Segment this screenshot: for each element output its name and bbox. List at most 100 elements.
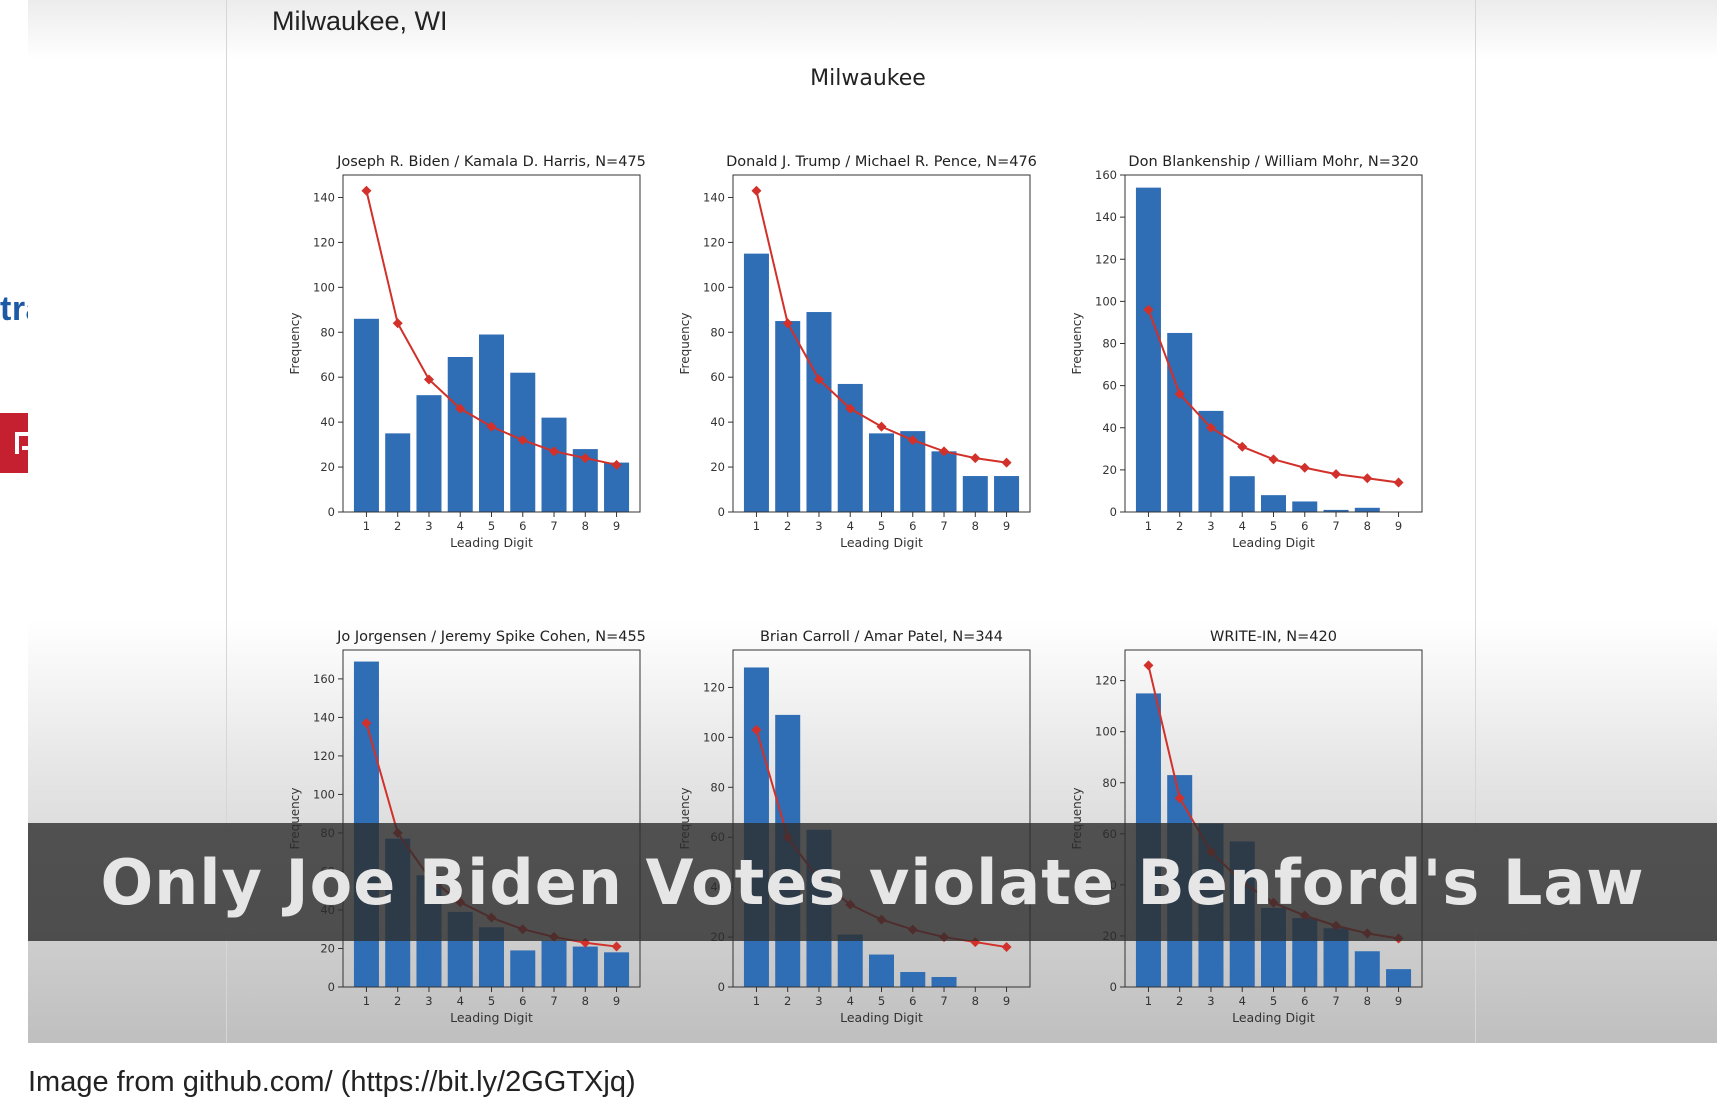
x-tick-label: 7: [550, 519, 557, 533]
bar: [510, 950, 536, 987]
expected-point: [813, 374, 824, 385]
x-axis-label: Leading Digit: [1232, 1010, 1315, 1025]
expected-point: [1174, 793, 1185, 804]
plot-frame: [732, 649, 1031, 988]
x-tick-label: 1: [753, 994, 760, 1008]
bar: [1135, 187, 1161, 512]
x-tick-label: 5: [878, 519, 885, 533]
x-axis-label: Leading Digit: [840, 535, 923, 550]
y-tick-label: 120: [313, 749, 335, 763]
x-tick-label: 5: [488, 519, 495, 533]
x-tick-label: 1: [753, 519, 760, 533]
document-border-left: [226, 0, 227, 1043]
x-tick-label: 3: [425, 519, 432, 533]
y-tick-label: 140: [313, 710, 335, 724]
expected-point: [1143, 660, 1154, 671]
expected-point: [580, 453, 591, 464]
y-tick-label: 100: [1095, 725, 1117, 739]
expected-point: [845, 403, 856, 414]
x-tick-label: 1: [363, 519, 370, 533]
chart-title: Joseph R. Biden / Kamala D. Harris, N=47…: [336, 154, 646, 170]
y-tick-label: 0: [1110, 505, 1117, 519]
x-tick-label: 3: [1207, 519, 1214, 533]
bar: [837, 934, 863, 987]
expected-point: [1331, 469, 1342, 480]
x-tick-label: 9: [1003, 994, 1010, 1008]
chart-title: Donald J. Trump / Michael R. Pence, N=47…: [726, 154, 1037, 170]
y-tick-label: 40: [710, 415, 725, 429]
x-tick-label: 3: [1207, 994, 1214, 1008]
y-tick-label: 80: [710, 780, 725, 794]
y-tick-label: 20: [710, 460, 725, 474]
banner-text: Only Joe Biden Votes violate Benford's L…: [100, 845, 1645, 919]
x-tick-label: 2: [784, 994, 791, 1008]
document-border-right: [1475, 0, 1476, 1043]
x-tick-label: 4: [847, 519, 854, 533]
expected-point: [751, 724, 762, 735]
chart-title: Don Blankenship / William Mohr, N=320: [1128, 154, 1418, 170]
x-tick-label: 7: [940, 994, 947, 1008]
x-tick-label: 9: [1395, 519, 1402, 533]
y-tick-label: 140: [703, 190, 725, 204]
x-axis-label: Leading Digit: [450, 1010, 533, 1025]
y-tick-label: 80: [1102, 337, 1117, 351]
bar: [447, 356, 473, 512]
bar: [931, 977, 957, 987]
x-tick-label: 8: [582, 519, 589, 533]
bar: [962, 476, 988, 512]
x-tick-label: 9: [1003, 519, 1010, 533]
image-caption: Image from github.com/ (https://bit.ly/2…: [28, 1066, 636, 1098]
expected-point: [939, 446, 950, 457]
x-tick-label: 5: [878, 994, 885, 1008]
plot-frame: [732, 174, 1031, 513]
expected-point: [611, 941, 622, 952]
expected-point: [1001, 457, 1012, 468]
x-tick-label: 2: [394, 994, 401, 1008]
bar: [1167, 332, 1193, 512]
x-axis-label: Leading Digit: [450, 535, 533, 550]
bar: [1323, 509, 1349, 512]
expected-point: [486, 421, 497, 432]
x-tick-label: 8: [972, 519, 979, 533]
x-tick-label: 3: [815, 519, 822, 533]
bar: [931, 451, 957, 512]
y-tick-label: 0: [1110, 980, 1117, 994]
y-tick-label: 100: [313, 280, 335, 294]
bar: [1386, 969, 1412, 987]
expected-point: [361, 185, 372, 196]
y-tick-label: 100: [313, 787, 335, 801]
x-tick-label: 3: [425, 994, 432, 1008]
bar: [868, 954, 895, 987]
y-tick-label: 0: [328, 980, 335, 994]
y-tick-label: 20: [320, 460, 335, 474]
y-tick-label: 120: [703, 235, 725, 249]
x-tick-label: 1: [363, 994, 370, 1008]
x-tick-label: 9: [613, 519, 620, 533]
bar: [1354, 507, 1380, 512]
x-tick-label: 6: [519, 519, 526, 533]
x-tick-label: 6: [909, 994, 916, 1008]
x-tick-label: 5: [488, 994, 495, 1008]
bar: [416, 395, 442, 512]
bar: [604, 462, 630, 512]
bar: [541, 417, 567, 512]
y-tick-label: 140: [1095, 210, 1117, 224]
y-tick-label: 20: [320, 941, 335, 955]
y-axis-label: Frequency: [288, 313, 302, 375]
x-tick-label: 8: [1364, 994, 1371, 1008]
expected-point: [1174, 389, 1185, 400]
chart-title: Brian Carroll / Amar Patel, N=344: [760, 629, 1003, 645]
y-tick-label: 60: [1102, 379, 1117, 393]
y-tick-label: 80: [1102, 776, 1117, 790]
x-tick-label: 8: [972, 994, 979, 1008]
chart-title: Jo Jorgensen / Jeremy Spike Cohen, N=455: [336, 629, 646, 645]
expected-point: [782, 318, 793, 329]
x-tick-label: 2: [1176, 994, 1183, 1008]
y-tick-label: 80: [320, 325, 335, 339]
x-tick-label: 1: [1145, 519, 1152, 533]
expected-point: [361, 718, 372, 729]
expected-point: [1001, 942, 1012, 953]
chart-panel: Don Blankenship / William Mohr, N=320 0 20…: [1070, 154, 1423, 550]
expected-point: [970, 453, 981, 464]
x-tick-label: 7: [1332, 994, 1339, 1008]
